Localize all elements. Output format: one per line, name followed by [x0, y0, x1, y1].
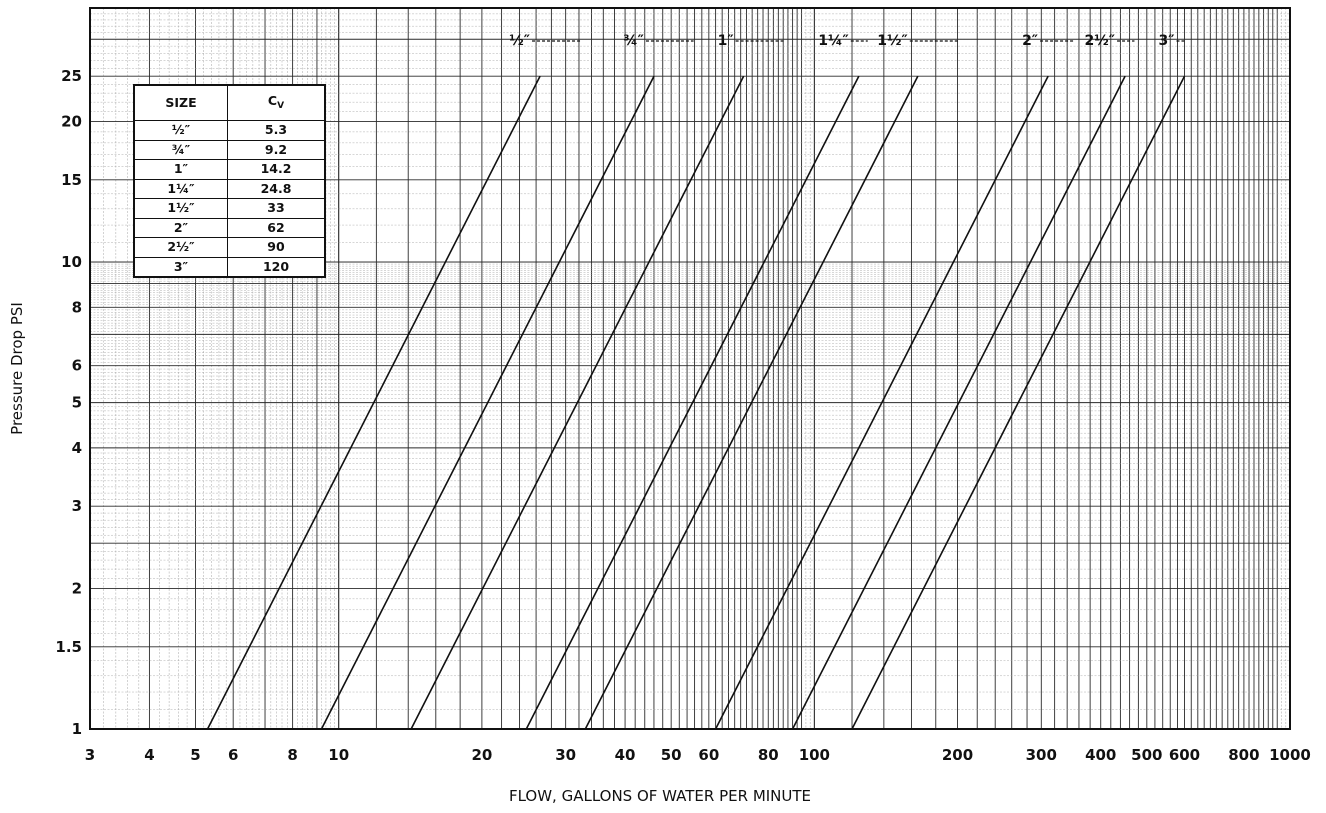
cv-cell: 9.2 [227, 139, 326, 160]
y-tick-label: 15 [61, 171, 82, 189]
cv-header-sub: V [277, 100, 285, 111]
x-tick-label: 6 [228, 746, 238, 764]
x-tick-label: 80 [758, 746, 779, 764]
x-tick-label: 50 [661, 746, 682, 764]
x-tick-label: 300 [1026, 746, 1057, 764]
x-tick-label: 40 [615, 746, 636, 764]
table-row: ½″ 5.3 [133, 120, 326, 141]
x-tick-labels: 3 4 5 6 8 10 20 30 40 50 60 80 100 200 300 400 500 600 800… [85, 746, 1311, 764]
x-tick-label: 400 [1085, 746, 1116, 764]
table-row: 1″ 14.2 [133, 159, 326, 180]
table-row: 2½″ 90 [133, 237, 326, 258]
size-cell: 3″ [133, 256, 228, 278]
y-tick-label: 1.5 [55, 638, 82, 656]
y-tick-labels: 1 1.5 2 3 4 5 6 8 10 15 20 25 [55, 67, 82, 738]
x-tick-label: 10 [328, 746, 349, 764]
y-tick-label: 4 [72, 439, 82, 457]
cv-cell: 5.3 [227, 120, 326, 141]
table-row: ¾″ 9.2 [133, 139, 326, 160]
x-tick-label: 5 [190, 746, 200, 764]
table-row: 2″ 62 [133, 217, 326, 238]
size-label: 1½″ [877, 33, 908, 49]
size-cell: ¾″ [133, 139, 228, 160]
series-line-4 [584, 75, 919, 730]
size-labels: ½″ ¾″ 1″ 1¼″ 1½″ 2″ 2½″ 3″ [509, 33, 1174, 49]
x-tick-label: 30 [555, 746, 576, 764]
size-cell: 2″ [133, 217, 228, 238]
size-cell: ½″ [133, 120, 228, 141]
size-label: 3″ [1158, 33, 1174, 49]
size-cell: 1¼″ [133, 178, 228, 199]
series-line-7 [851, 75, 1186, 730]
cv-cell: 120 [227, 256, 326, 278]
x-tick-label: 4 [144, 746, 154, 764]
x-tick-label: 8 [287, 746, 297, 764]
y-tick-label: 25 [61, 67, 82, 85]
series-line-0 [206, 75, 541, 730]
y-tick-label: 3 [72, 497, 82, 515]
x-tick-label: 800 [1228, 746, 1259, 764]
x-tick-label: 1000 [1269, 746, 1311, 764]
plot-frame [89, 7, 1291, 730]
x-axis-title: FLOW, GALLONS OF WATER PER MINUTE [509, 787, 811, 805]
cv-table: SIZE CV ½″ 5.3 ¾″ 9.2 1″ 14.2 1¼″ 24.8 1½″ 33… [133, 84, 326, 278]
cv-cell: 14.2 [227, 159, 326, 180]
series-line-6 [791, 75, 1126, 730]
size-cell: 1½″ [133, 198, 228, 219]
cv-cell: 90 [227, 237, 326, 258]
series-line-3 [525, 75, 860, 730]
size-cell: 1″ [133, 159, 228, 180]
x-tick-label: 200 [942, 746, 973, 764]
cv-cell: 33 [227, 198, 326, 219]
cv-header-main: C [267, 92, 278, 108]
size-label: ¾″ [623, 33, 644, 49]
x-tick-label: 600 [1169, 746, 1200, 764]
table-row: 3″ 120 [133, 256, 326, 278]
size-header: SIZE [133, 84, 228, 121]
table-row: 1½″ 33 [133, 198, 326, 219]
y-tick-label: 5 [72, 394, 82, 412]
x-tick-label: 500 [1131, 746, 1162, 764]
cv-table-header: SIZE CV [133, 84, 326, 121]
size-label: ½″ [509, 33, 530, 49]
size-label: 1″ [718, 33, 734, 49]
size-cell: 2½″ [133, 237, 228, 258]
cv-cell: 24.8 [227, 178, 326, 199]
x-tick-label: 3 [85, 746, 95, 764]
series-lines [206, 75, 1186, 730]
table-row: 1¼″ 24.8 [133, 178, 326, 199]
y-tick-label: 20 [61, 112, 82, 130]
cv-header: CV [227, 84, 326, 121]
y-tick-label: 10 [61, 253, 82, 271]
x-tick-label: 100 [799, 746, 830, 764]
series-line-1 [320, 75, 655, 730]
size-label: 2½″ [1085, 33, 1116, 49]
y-tick-label: 8 [72, 298, 82, 316]
size-label: 2″ [1022, 33, 1038, 49]
y-axis-title: Pressure Drop PSI [8, 302, 26, 435]
x-tick-label: 20 [471, 746, 492, 764]
y-tick-label: 2 [72, 579, 82, 597]
y-tick-label: 1 [72, 720, 82, 738]
cv-cell: 62 [227, 217, 326, 238]
y-tick-label: 6 [72, 357, 82, 375]
x-tick-label: 60 [698, 746, 719, 764]
series-line-5 [714, 75, 1049, 730]
size-label: 1¼″ [818, 33, 849, 49]
series-line-2 [410, 75, 745, 730]
